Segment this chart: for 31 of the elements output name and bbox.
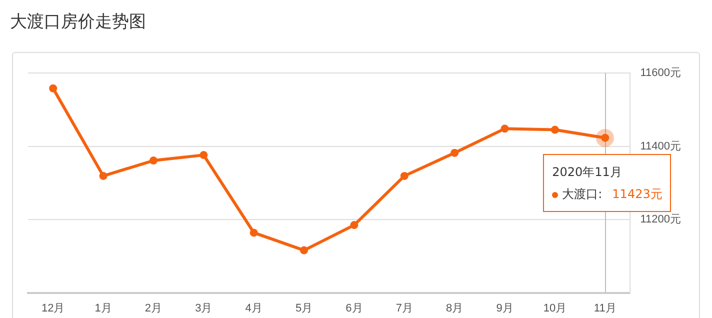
x-tick-label: 5月: [295, 302, 313, 314]
x-tick-label: 9月: [496, 302, 514, 314]
point: [550, 126, 559, 134]
x-tick-label: 10月: [543, 302, 567, 314]
point: [149, 156, 158, 165]
x-tick-label: 12月: [41, 302, 65, 314]
point: [300, 246, 308, 254]
point: [250, 228, 258, 237]
x-tick-label: 3月: [195, 302, 212, 314]
x-tick-label: 6月: [346, 302, 363, 314]
x-tick-label: 4月: [245, 302, 262, 314]
y-tick-label: 11400元: [640, 140, 682, 152]
point: [500, 124, 509, 133]
x-tick-label: 7月: [396, 302, 413, 314]
x-tick-label: 1月: [94, 302, 112, 314]
x-tick-label: 2月: [144, 302, 162, 314]
y-tick-label: 11200元: [640, 214, 682, 226]
point: [350, 221, 358, 230]
point: [450, 148, 459, 157]
point: [200, 151, 208, 160]
legend-label: 大渡口: [562, 186, 598, 201]
x-tick-label: 11月: [594, 302, 616, 314]
point: [49, 84, 58, 92]
y-tick-label: 11600元: [640, 67, 682, 80]
annotation: 2020年11月: [552, 164, 623, 181]
annotation: :: [598, 186, 602, 201]
annotation: 11423元: [612, 186, 662, 201]
chart-title: 大渡口房价走势图: [10, 11, 146, 33]
x-tick-label: 8月: [446, 302, 464, 314]
point: [400, 172, 408, 180]
point: [99, 172, 108, 180]
